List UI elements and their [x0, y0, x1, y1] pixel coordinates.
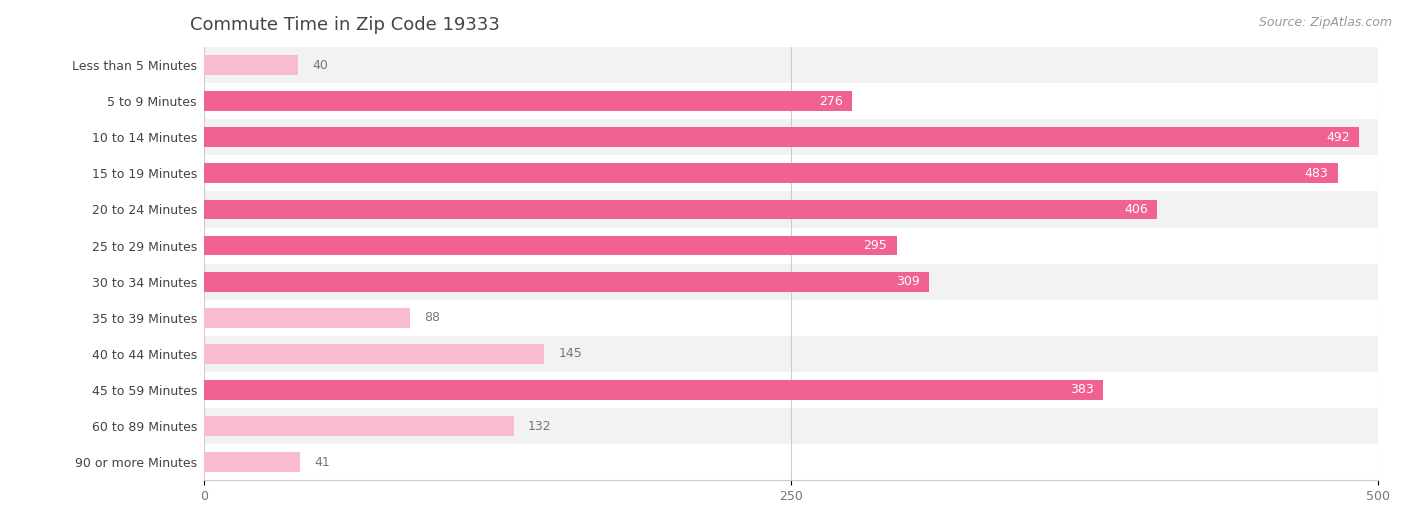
Bar — [204, 272, 929, 292]
Text: Source: ZipAtlas.com: Source: ZipAtlas.com — [1258, 16, 1392, 29]
Bar — [204, 55, 298, 75]
Bar — [204, 372, 1378, 408]
Bar — [204, 119, 1378, 156]
Text: 40: 40 — [312, 58, 328, 72]
Bar — [204, 452, 299, 472]
Text: 276: 276 — [818, 94, 842, 108]
Text: 483: 483 — [1305, 167, 1329, 180]
Bar — [204, 192, 1378, 228]
Bar — [204, 336, 1378, 372]
Text: 406: 406 — [1123, 203, 1147, 216]
Text: 295: 295 — [863, 239, 887, 252]
Text: 492: 492 — [1326, 130, 1350, 144]
Text: 309: 309 — [896, 275, 920, 288]
Text: 383: 383 — [1070, 384, 1094, 397]
Bar — [204, 408, 1378, 444]
Text: Commute Time in Zip Code 19333: Commute Time in Zip Code 19333 — [190, 16, 499, 33]
Bar — [204, 235, 897, 255]
Bar — [204, 380, 1104, 400]
Bar — [204, 156, 1378, 192]
Bar — [204, 199, 1157, 219]
Text: 132: 132 — [527, 420, 551, 433]
Bar — [204, 91, 852, 111]
Bar — [204, 264, 1378, 300]
Bar — [204, 300, 1378, 336]
Bar — [204, 47, 1378, 83]
Text: 145: 145 — [558, 347, 582, 360]
Bar — [204, 127, 1360, 147]
Bar — [204, 83, 1378, 119]
Bar — [204, 444, 1378, 480]
Text: 88: 88 — [425, 311, 440, 324]
Bar — [204, 228, 1378, 264]
Bar — [204, 344, 544, 364]
Bar — [204, 308, 411, 328]
Bar — [204, 163, 1339, 183]
Bar — [204, 416, 513, 436]
Text: 41: 41 — [314, 456, 330, 469]
